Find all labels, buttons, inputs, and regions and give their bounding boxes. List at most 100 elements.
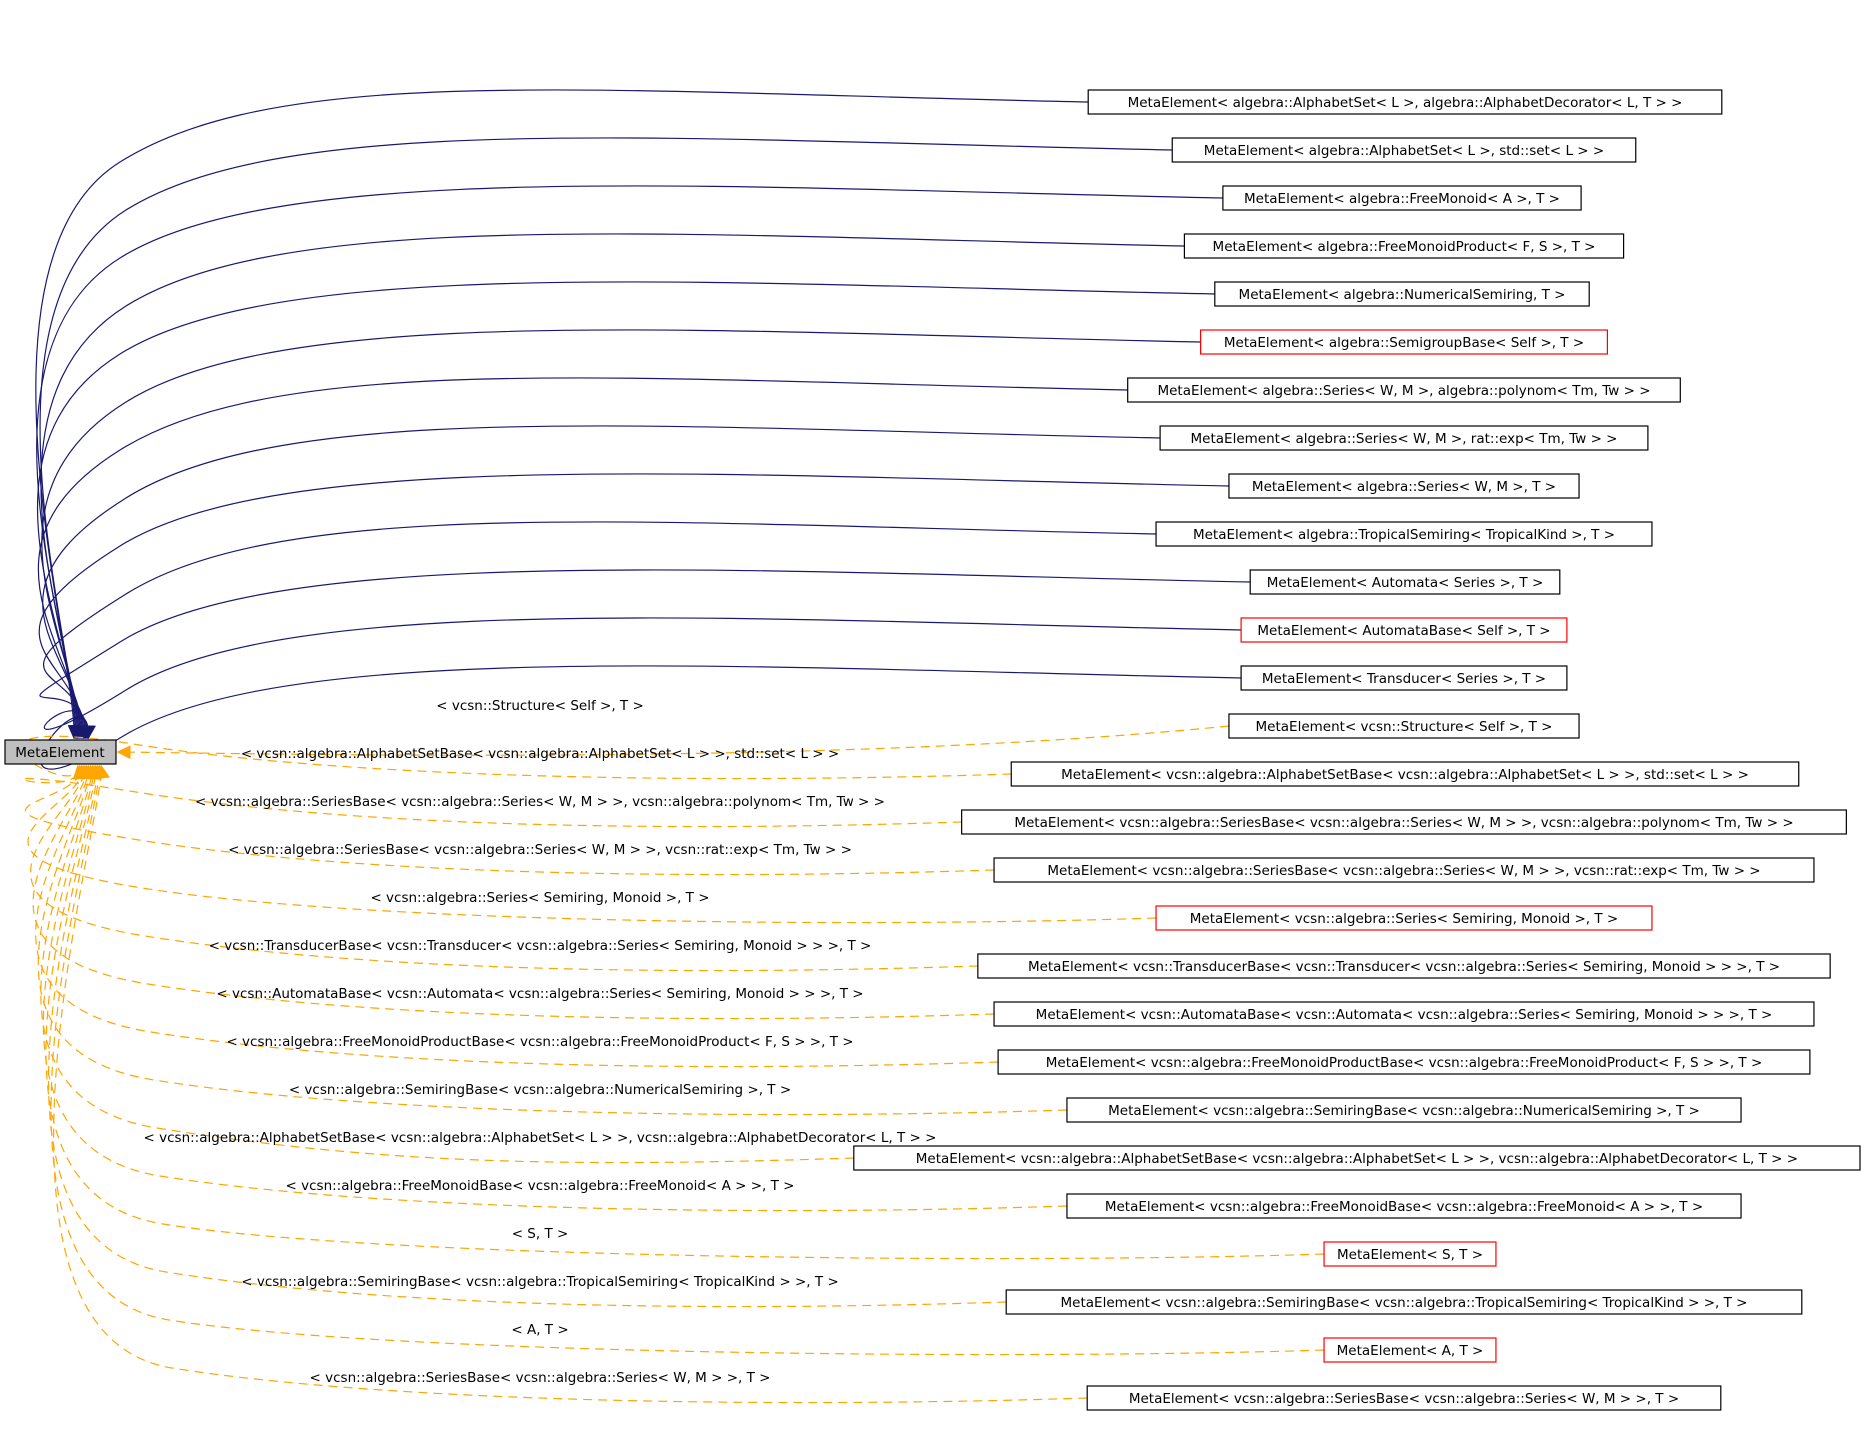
edge-label: < vcsn::Structure< Self >, T > xyxy=(436,698,644,714)
class-node-box xyxy=(977,953,1831,979)
root-node-box xyxy=(4,739,117,765)
edge-label: < vcsn::algebra::SemiringBase< vcsn::alg… xyxy=(289,1082,791,1098)
class-node-box xyxy=(1159,425,1649,451)
class-node[interactable]: MetaElement< algebra::FreeMonoid< A >, T… xyxy=(1222,185,1582,211)
class-node[interactable]: MetaElement< algebra::SemigroupBase< Sel… xyxy=(1199,329,1608,355)
edge-label: < vcsn::algebra::SeriesBase< vcsn::algeb… xyxy=(195,794,885,810)
inheritance-edge xyxy=(39,137,1173,740)
template-instantiation-edge xyxy=(37,764,1067,1116)
class-node[interactable]: MetaElement< algebra::AlphabetSet< L >, … xyxy=(1171,137,1637,163)
class-node-label: MetaElement< algebra::AlphabetSet< L >, … xyxy=(1128,95,1683,111)
class-node[interactable]: MetaElement< algebra::Series< W, M >, T … xyxy=(1228,473,1580,499)
class-node-box xyxy=(1183,233,1625,259)
class-node-box xyxy=(1087,89,1723,115)
class-node-label: MetaElement< vcsn::AutomataBase< vcsn::A… xyxy=(1036,1007,1773,1023)
template-instantiation-edge xyxy=(27,764,1157,924)
class-node-box xyxy=(1066,1097,1742,1123)
edge-label: < vcsn::algebra::FreeMonoidProductBase< … xyxy=(226,1034,853,1050)
class-node-label: MetaElement< algebra::NumericalSemiring,… xyxy=(1239,287,1566,303)
class-node-label: MetaElement< vcsn::algebra::SeriesBase< … xyxy=(1129,1391,1679,1407)
class-node-label: MetaElement< algebra::FreeMonoidProduct<… xyxy=(1213,239,1596,255)
edge-label: < A, T > xyxy=(511,1322,568,1338)
class-node-box xyxy=(1066,1193,1742,1219)
class-node[interactable]: MetaElement< algebra::AlphabetSet< L >, … xyxy=(1087,89,1723,115)
class-node[interactable]: MetaElement< Transducer< Series >, T > xyxy=(1240,665,1568,691)
class-node-label: MetaElement< vcsn::algebra::SeriesBase< … xyxy=(1014,815,1793,831)
edge-label: < vcsn::algebra::SemiringBase< vcsn::alg… xyxy=(241,1274,839,1290)
template-instantiation-edge xyxy=(47,764,1007,1308)
class-node-box xyxy=(1323,1241,1497,1267)
class-node-box xyxy=(997,1049,1811,1075)
template-instantiation-edge xyxy=(40,764,854,1164)
class-node[interactable]: MetaElement< vcsn::algebra::FreeMonoidPr… xyxy=(997,1049,1811,1075)
class-node[interactable]: MetaElement< vcsn::algebra::SeriesBase< … xyxy=(961,809,1847,835)
class-node-box xyxy=(1249,569,1561,595)
class-node[interactable]: MetaElement< S, T > xyxy=(1323,1241,1497,1267)
class-node[interactable]: MetaElement< algebra::Series< W, M >, al… xyxy=(1127,377,1681,403)
class-node-box xyxy=(961,809,1847,835)
class-node-label: MetaElement< vcsn::algebra::Series< Semi… xyxy=(1190,911,1618,927)
class-node[interactable]: MetaElement< vcsn::algebra::SemiringBase… xyxy=(1005,1289,1803,1315)
node-layer: MetaElement< algebra::AlphabetSet< L >, … xyxy=(853,89,1861,1411)
class-node-label: MetaElement< A, T > xyxy=(1337,1343,1484,1359)
class-node[interactable]: MetaElement< algebra::Series< W, M >, ra… xyxy=(1159,425,1649,451)
class-node[interactable]: MetaElement< algebra::NumericalSemiring,… xyxy=(1214,281,1590,307)
class-node[interactable]: MetaElement< vcsn::AutomataBase< vcsn::A… xyxy=(993,1001,1815,1027)
class-node-label: MetaElement< vcsn::algebra::SemiringBase… xyxy=(1108,1103,1700,1119)
class-node-box xyxy=(1005,1289,1803,1315)
class-node-label: MetaElement< algebra::FreeMonoid< A >, T… xyxy=(1244,191,1560,207)
edge-label: < vcsn::algebra::SeriesBase< vcsn::algeb… xyxy=(310,1370,771,1386)
class-node[interactable]: MetaElement< vcsn::Structure< Self >, T … xyxy=(1228,713,1580,739)
class-node-box xyxy=(1086,1385,1722,1411)
template-instantiation-edge xyxy=(53,764,1088,1404)
class-node-label: MetaElement< vcsn::algebra::SemiringBase… xyxy=(1061,1295,1748,1311)
class-node[interactable]: MetaElement< Automata< Series >, T > xyxy=(1249,569,1561,595)
template-instantiation-edge xyxy=(45,764,1325,1260)
class-node-label: MetaElement< vcsn::algebra::AlphabetSetB… xyxy=(1061,767,1749,783)
edge-label: < vcsn::algebra::SeriesBase< vcsn::algeb… xyxy=(228,842,852,858)
inheritance-edge xyxy=(40,665,1242,770)
class-node-box xyxy=(1228,473,1580,499)
class-node-box xyxy=(853,1145,1861,1171)
class-node[interactable]: MetaElement< vcsn::TransducerBase< vcsn:… xyxy=(977,953,1831,979)
edge-label: < vcsn::algebra::Series< Semiring, Monoi… xyxy=(370,890,709,906)
inheritance-edge xyxy=(43,617,1242,740)
class-node-box xyxy=(1214,281,1590,307)
class-node-label: MetaElement< Transducer< Series >, T > xyxy=(1262,671,1546,687)
class-node-label: MetaElement< vcsn::algebra::FreeMonoidPr… xyxy=(1046,1055,1763,1071)
class-node[interactable]: MetaElement< vcsn::algebra::FreeMonoidBa… xyxy=(1066,1193,1742,1219)
edge-label: < vcsn::algebra::AlphabetSetBase< vcsn::… xyxy=(144,1130,937,1146)
inheritance-edge xyxy=(37,377,1128,740)
class-node[interactable]: MetaElement< A, T > xyxy=(1323,1337,1497,1363)
class-node-box xyxy=(1228,713,1580,739)
class-node-label: MetaElement< algebra::Series< W, M >, al… xyxy=(1157,383,1650,399)
class-node-box xyxy=(993,857,1815,883)
class-node[interactable]: MetaElement< AutomataBase< Self >, T > xyxy=(1240,617,1568,643)
class-node-label: MetaElement< vcsn::algebra::SeriesBase< … xyxy=(1047,863,1760,879)
class-node[interactable]: MetaElement< algebra::FreeMonoidProduct<… xyxy=(1183,233,1625,259)
class-node-box xyxy=(1171,137,1637,163)
class-node-label: MetaElement< vcsn::Structure< Self >, T … xyxy=(1256,719,1553,735)
root-node[interactable]: MetaElement xyxy=(4,739,117,765)
edge-label: < vcsn::TransducerBase< vcsn::Transducer… xyxy=(209,938,872,954)
class-node-box xyxy=(1240,665,1568,691)
root-node-label: MetaElement xyxy=(15,745,104,761)
class-node[interactable]: MetaElement< vcsn::algebra::SeriesBase< … xyxy=(1086,1385,1722,1411)
edge-label: < vcsn::algebra::FreeMonoidBase< vcsn::a… xyxy=(286,1178,795,1194)
edge-label: < S, T > xyxy=(512,1226,569,1242)
class-node[interactable]: MetaElement< algebra::TropicalSemiring< … xyxy=(1155,521,1653,547)
template-instantiation-edge xyxy=(29,764,978,972)
class-node[interactable]: MetaElement< vcsn::algebra::AlphabetSetB… xyxy=(1010,761,1800,787)
class-node[interactable]: MetaElement< vcsn::algebra::SeriesBase< … xyxy=(993,857,1815,883)
inheritance-edge xyxy=(42,521,1157,740)
inheritance-edge xyxy=(42,425,1161,740)
class-node-label: MetaElement< vcsn::algebra::AlphabetSetB… xyxy=(916,1151,1798,1167)
class-node[interactable]: MetaElement< vcsn::algebra::AlphabetSetB… xyxy=(853,1145,1861,1171)
class-node[interactable]: MetaElement< vcsn::algebra::SemiringBase… xyxy=(1066,1097,1742,1123)
template-instantiation-edge xyxy=(35,764,999,1068)
class-node-box xyxy=(1155,521,1653,547)
class-node[interactable]: MetaElement< vcsn::algebra::Series< Semi… xyxy=(1155,905,1653,931)
inheritance-edge xyxy=(38,473,1229,740)
class-node-label: MetaElement< S, T > xyxy=(1337,1247,1483,1263)
